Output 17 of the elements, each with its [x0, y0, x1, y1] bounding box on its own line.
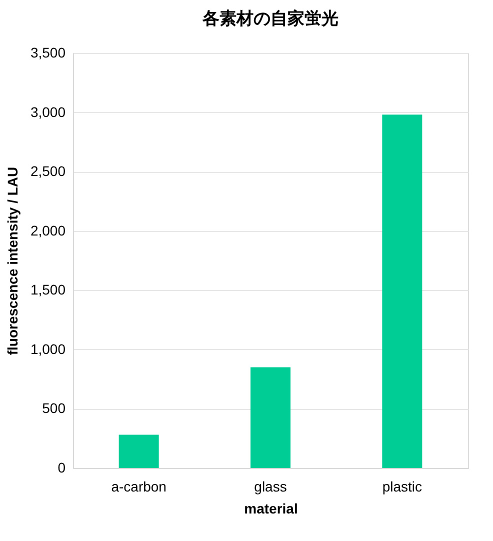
bar: [250, 367, 290, 468]
y-tick-label: 3,000: [30, 104, 66, 120]
chart-title: 各素材の自家蛍光: [202, 9, 338, 28]
y-tick-label: 2,500: [30, 163, 66, 180]
y-tick-label: 500: [42, 400, 66, 416]
y-tick-label: 1,500: [30, 282, 66, 298]
y-axis-title: fluorescence intensity / LAU: [4, 166, 20, 356]
x-tick-label: plastic: [382, 478, 422, 494]
bar: [382, 114, 422, 468]
x-tick-label: a-carbon: [111, 478, 166, 494]
y-tick-label: 2,000: [30, 222, 66, 238]
y-tick-label: 1,000: [30, 340, 66, 357]
y-tick-label: 3,500: [30, 44, 66, 60]
y-tick-label: 0: [58, 460, 66, 476]
bar: [118, 434, 159, 468]
x-axis-title: material: [244, 500, 298, 516]
x-tick-label: glass: [254, 478, 287, 494]
